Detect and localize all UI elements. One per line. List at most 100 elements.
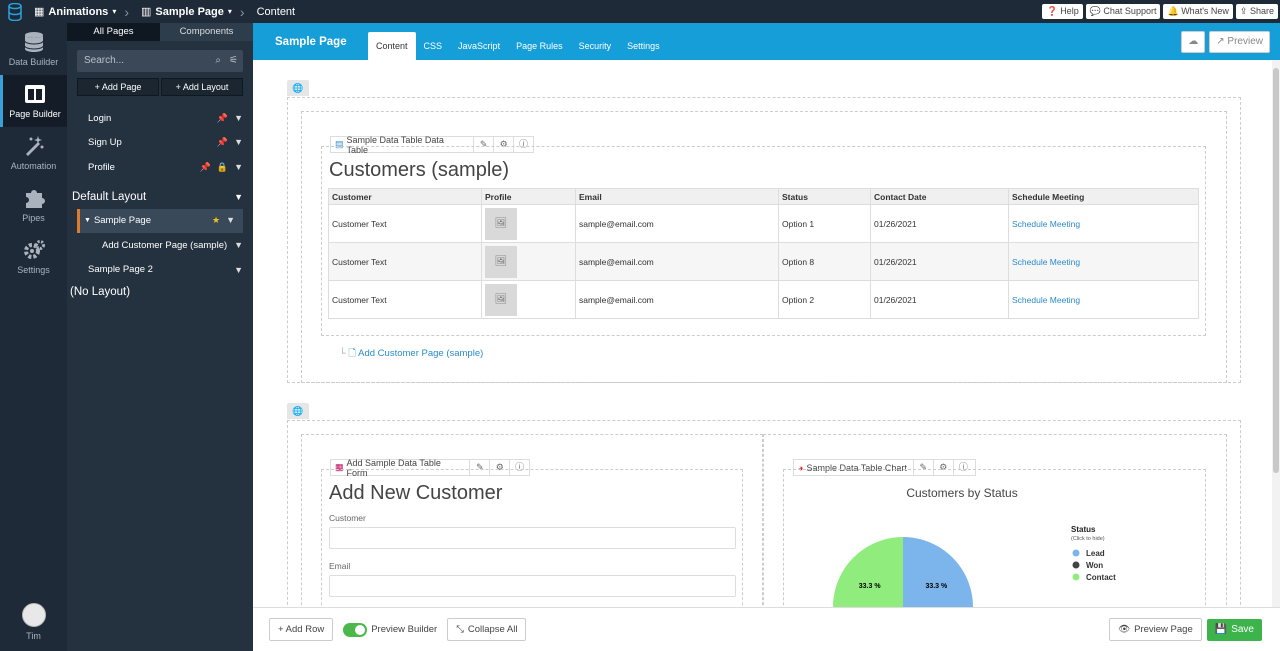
tab-css[interactable]: CSS: [423, 41, 443, 51]
legend-item-won[interactable]: Won: [1072, 561, 1104, 570]
chevron-down-icon[interactable]: ▼: [234, 240, 243, 251]
whats-new-button[interactable]: 🔔 What's New: [1163, 4, 1233, 19]
tab-all-pages[interactable]: All Pages: [67, 23, 160, 41]
info-icon[interactable]: ⓘ: [952, 460, 973, 475]
page-item-profile[interactable]: Profile 📌 🔒 ▼: [67, 155, 253, 180]
edit-icon[interactable]: ✎: [469, 460, 489, 475]
scrollbar-thumb[interactable]: [1273, 68, 1279, 473]
preview-builder-toggle[interactable]: Preview Builder: [343, 618, 438, 641]
canvas-scrollbar[interactable]: [1272, 60, 1280, 608]
gear-icon[interactable]: ⚙: [932, 460, 953, 475]
pie-slice-contact[interactable]: [833, 537, 903, 608]
page-title: Sample Page: [275, 35, 347, 48]
user-name: Tim: [26, 631, 41, 641]
help-button[interactable]: ❓ Help: [1042, 4, 1083, 19]
layout-group-default[interactable]: Default Layout ▼: [67, 185, 253, 209]
preview-page-button[interactable]: 👁 Preview Page: [1109, 618, 1202, 641]
form-title: Add New Customer: [329, 482, 503, 504]
globe-icon[interactable]: 🌐: [287, 403, 309, 419]
column-header[interactable]: Customer: [328, 188, 482, 205]
page-item-sample-page-2[interactable]: Sample Page 2 ▼: [67, 258, 253, 283]
cloud-icon: ☁: [1188, 35, 1199, 47]
chart-component-label[interactable]: ◕ Sample Data Table Chart: [794, 460, 913, 475]
info-icon[interactable]: ⓘ: [509, 460, 529, 475]
table-row[interactable]: Customer Text 🖼 sample@email.com Option …: [328, 280, 1199, 319]
add-customer-page-link[interactable]: └ 🗋 Add Customer Page (sample): [339, 346, 483, 362]
pin-icon[interactable]: 📌: [199, 161, 211, 172]
chat-support-button[interactable]: 💬 Chat Support: [1085, 4, 1161, 19]
globe-icon[interactable]: 🌐: [287, 80, 309, 96]
app-switcher[interactable]: ▦ Animations ▾: [34, 5, 116, 19]
page-item-sample-page[interactable]: ▼ Sample Page ★ ▼: [77, 208, 243, 233]
cell-schedule-link[interactable]: Schedule Meeting: [1008, 280, 1199, 319]
save-icon: 💾: [1214, 623, 1228, 635]
chevron-down-icon[interactable]: ▼: [234, 264, 243, 275]
toggle-switch[interactable]: [343, 622, 368, 637]
filter-icon[interactable]: ⚟: [229, 55, 238, 66]
chat-label: Chat Support: [1103, 6, 1157, 16]
edit-icon[interactable]: ✎: [912, 460, 933, 475]
form-component-label[interactable]: ▦ Add Sample Data Table Form: [331, 458, 469, 478]
info-icon[interactable]: ⓘ: [513, 137, 533, 152]
customer-field[interactable]: [329, 527, 736, 549]
chevron-down-icon[interactable]: ▼: [226, 215, 235, 226]
tab-settings[interactable]: Settings: [627, 41, 660, 51]
chevron-down-icon[interactable]: ▼: [234, 137, 243, 148]
search-placeholder: Search...: [84, 55, 125, 66]
cell-schedule-link[interactable]: Schedule Meeting: [1008, 242, 1199, 281]
table-component-label[interactable]: ▤ Sample Data Table Data Table: [331, 134, 473, 155]
column-header[interactable]: Status: [778, 188, 871, 205]
page-item-login[interactable]: Login 📌 ▼: [67, 106, 253, 131]
table-row[interactable]: Customer Text 🖼 sample@email.com Option …: [328, 242, 1199, 281]
rail-data-builder[interactable]: Data Builder: [0, 23, 67, 75]
tab-components[interactable]: Components: [160, 23, 253, 41]
rail-pipes[interactable]: Pipes: [0, 179, 67, 231]
page-item-add-customer[interactable]: Add Customer Page (sample) ▼: [67, 233, 253, 258]
page-switcher[interactable]: ▥ Sample Page ▾: [141, 5, 232, 19]
column-header[interactable]: Schedule Meeting: [1008, 188, 1199, 205]
chevron-down-icon[interactable]: ▼: [234, 161, 243, 172]
tab-security[interactable]: Security: [578, 41, 612, 51]
user-profile[interactable]: Tim: [0, 603, 67, 641]
column-header[interactable]: Profile: [481, 188, 576, 205]
chevron-down-icon[interactable]: ▼: [234, 112, 243, 123]
add-row-button[interactable]: + Add Row: [269, 618, 334, 641]
no-layout-group[interactable]: (No Layout): [70, 286, 131, 298]
add-layout-button[interactable]: + Add Layout: [161, 78, 243, 96]
app-logo-icon[interactable]: [0, 0, 30, 23]
rail-automation[interactable]: Automation: [0, 127, 67, 179]
table-row[interactable]: Customer Text 🖼 sample@email.com Option …: [328, 204, 1199, 243]
cell-schedule-link[interactable]: Schedule Meeting: [1008, 204, 1199, 243]
pie-slice-lead[interactable]: [903, 537, 973, 608]
edit-icon[interactable]: ✎: [473, 137, 493, 152]
share-button[interactable]: ⇪ Share: [1235, 4, 1278, 19]
column-header[interactable]: Contact Date: [870, 188, 1009, 205]
save-button[interactable]: 💾 Save: [1206, 618, 1262, 641]
gear-icon[interactable]: ⚙: [493, 137, 513, 152]
rail-settings[interactable]: Settings: [0, 231, 67, 283]
tab-content[interactable]: Content: [368, 32, 416, 60]
star-icon[interactable]: ★: [212, 215, 221, 226]
pin-icon[interactable]: 📌: [216, 112, 229, 123]
legend-item-lead[interactable]: Lead: [1072, 549, 1105, 558]
tab-page-rules[interactable]: Page Rules: [516, 41, 563, 51]
preview-button[interactable]: ↗ Preview: [1209, 30, 1270, 53]
collapse-all-button[interactable]: ⤡ Collapse All: [447, 618, 527, 641]
column-header[interactable]: Email: [575, 188, 779, 205]
page-label: Sign Up: [88, 137, 122, 149]
rail-page-builder[interactable]: Page Builder: [0, 75, 67, 127]
search-input[interactable]: Search... ⌕ ⚟: [77, 50, 243, 72]
pie-data-label: 33.3 %: [859, 583, 882, 590]
table-component-name: Sample Data Table Data Table: [346, 134, 444, 155]
gear-icon[interactable]: ⚙: [489, 460, 509, 475]
breadcrumb-current: Content: [257, 6, 296, 18]
chevron-down-icon[interactable]: ▼: [234, 191, 243, 202]
legend-swatch: [1072, 561, 1080, 569]
page-item-sign-up[interactable]: Sign Up 📌 ▼: [67, 131, 253, 156]
tab-javascript[interactable]: JavaScript: [458, 41, 501, 51]
pin-icon[interactable]: 📌: [216, 137, 229, 148]
legend-item-contact[interactable]: Contact: [1072, 573, 1117, 582]
email-field[interactable]: [329, 575, 736, 597]
cloud-save-button[interactable]: ☁: [1181, 30, 1206, 53]
add-page-button[interactable]: + Add Page: [77, 78, 159, 96]
